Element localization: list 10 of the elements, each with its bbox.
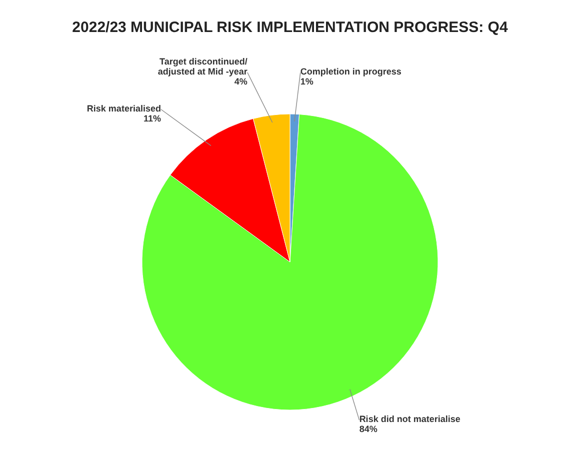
data-label: 84% [359, 424, 378, 434]
data-label: 11% [143, 113, 161, 124]
slice-label: Target discontinued/ adjusted at Mid -year [158, 56, 248, 76]
chart-title: 2022/23 MUNICIPAL RISK IMPLEMENTATION PROGRESS: Q4 [72, 19, 508, 36]
slice-label: Completion in progress [300, 66, 402, 76]
data-label: 1% [300, 76, 314, 86]
pie-slice [142, 114, 438, 410]
data-label: 4% [234, 76, 248, 86]
slice-label: Risk materialised [86, 103, 161, 114]
slice-label: Risk did not materialise [359, 414, 460, 424]
